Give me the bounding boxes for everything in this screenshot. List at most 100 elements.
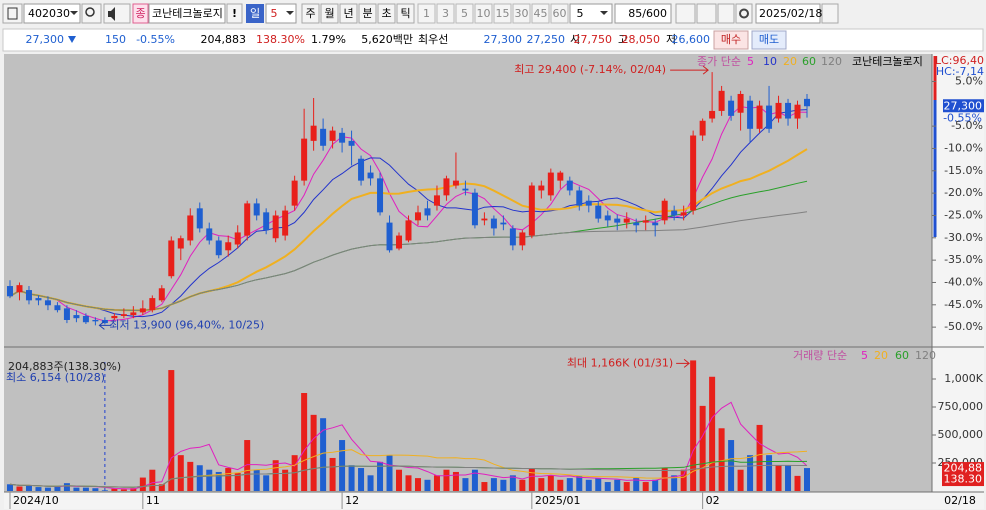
interval-button[interactable]	[493, 3, 512, 24]
candle-body	[595, 205, 602, 219]
interval-button[interactable]	[550, 3, 569, 24]
candle-body	[196, 208, 203, 229]
candle-body	[614, 218, 621, 223]
name-prefix: 종	[135, 7, 145, 20]
interval-button[interactable]	[531, 3, 550, 24]
volume-bar	[310, 414, 317, 491]
volume-bar	[547, 475, 554, 491]
y-tick-label: -15.0%	[944, 164, 983, 177]
period-box[interactable]	[246, 4, 264, 23]
volume-bar	[130, 488, 137, 491]
volume-bar	[405, 475, 412, 491]
volume-bar	[234, 473, 241, 491]
candle-body	[737, 93, 744, 113]
period-button[interactable]	[339, 3, 358, 24]
y-tick-label: -5.0%	[951, 119, 983, 132]
legend-label: 거래량 단순	[793, 349, 847, 362]
interval-button[interactable]	[417, 3, 436, 24]
candle-body	[120, 314, 127, 316]
legend-period: 5	[861, 349, 868, 362]
interval-option: 1	[423, 7, 430, 20]
candle-body	[785, 102, 792, 119]
tool-button[interactable]	[696, 3, 717, 24]
period-button[interactable]	[396, 3, 415, 24]
count: 85/600	[628, 7, 667, 20]
tool-button[interactable]	[717, 3, 735, 24]
volume-bar	[614, 479, 621, 491]
volume-bar	[747, 455, 754, 491]
code-input[interactable]	[23, 3, 81, 24]
candle-body	[92, 319, 99, 322]
candle-body	[215, 240, 222, 256]
best-label: 최우선	[418, 33, 448, 46]
dropdown-arrow	[600, 11, 608, 15]
candle-body	[377, 178, 384, 213]
candle-body	[775, 102, 782, 119]
moving-average	[9, 464, 807, 488]
settings-button[interactable]	[735, 3, 753, 24]
y-tick-label: -35.0%	[944, 253, 983, 266]
date-box[interactable]	[755, 3, 821, 24]
interval-button[interactable]	[436, 3, 455, 24]
volume-bar	[737, 469, 744, 491]
x-tick-label: 2025/01	[535, 494, 581, 507]
sell-button[interactable]	[751, 30, 787, 50]
volume-bar	[139, 477, 146, 491]
volume-bar	[16, 486, 23, 491]
interval-button[interactable]	[474, 3, 493, 24]
search-button[interactable]	[81, 3, 102, 24]
sound-icon	[108, 7, 115, 21]
candle-body	[16, 285, 23, 293]
candle-body	[139, 308, 146, 313]
y-tick-label: 500,000	[938, 428, 984, 441]
volume-bar	[54, 486, 61, 491]
alert-button[interactable]	[226, 3, 243, 24]
price: 27,300	[26, 33, 65, 46]
volume-bar	[377, 461, 384, 491]
volume-bar	[585, 479, 592, 491]
candle-body	[633, 222, 640, 226]
candle-body	[7, 286, 13, 297]
x-tick-label: 02	[706, 494, 720, 507]
sound-button[interactable]	[103, 3, 131, 24]
x-tick-label: 11	[146, 494, 160, 507]
candle-body	[452, 180, 459, 186]
volume-bar	[462, 478, 469, 491]
buy-button[interactable]	[713, 30, 749, 50]
count-box[interactable]	[614, 3, 672, 24]
volume-bar	[424, 479, 431, 491]
candle-body	[225, 242, 232, 251]
interval-button[interactable]	[512, 3, 531, 24]
search-icon	[85, 7, 95, 17]
interval-button[interactable]	[455, 3, 474, 24]
volume-bar	[82, 487, 89, 491]
volume-bar	[500, 479, 507, 491]
candle-body	[490, 218, 497, 229]
amount: 5,620백만	[361, 33, 413, 46]
y-tick-label: -50.0%	[944, 320, 983, 333]
candle-body	[481, 218, 488, 221]
date: 2025/02/18	[759, 7, 822, 20]
volume-bar	[320, 418, 327, 491]
candle-body	[206, 228, 213, 241]
period-button[interactable]	[301, 3, 320, 24]
period-button[interactable]	[358, 3, 377, 24]
menu-button[interactable]	[2, 3, 23, 24]
low-label: 저	[666, 33, 676, 46]
interval-select[interactable]	[569, 3, 613, 24]
last-price-box	[943, 99, 984, 113]
volume-bar	[566, 478, 573, 491]
calendar-button[interactable]	[821, 3, 839, 24]
candle-body	[471, 192, 478, 226]
candle-body	[443, 178, 450, 196]
volume-bar	[111, 488, 118, 491]
current-volume: 204,883주(138.30%)	[8, 360, 121, 373]
volume-bar	[804, 468, 810, 491]
period-option: 틱	[400, 7, 410, 20]
period-n-box[interactable]	[265, 3, 297, 24]
period-button[interactable]	[320, 3, 339, 24]
tool-button[interactable]	[675, 3, 696, 24]
period-button[interactable]	[377, 3, 396, 24]
